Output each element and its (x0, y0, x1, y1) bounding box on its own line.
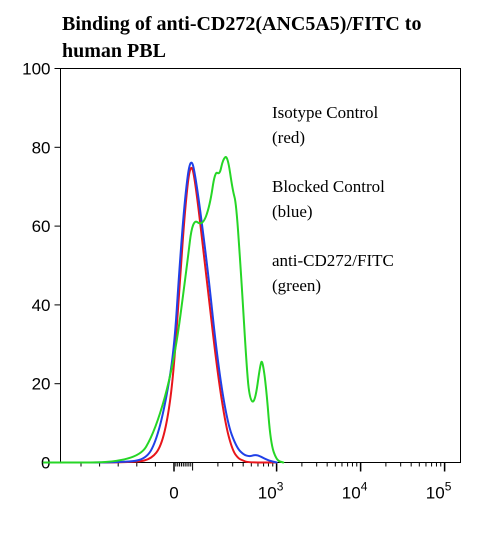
series-line-1 (42, 166, 278, 464)
y-tick-label: 80 (32, 138, 51, 157)
y-tick-label: 20 (32, 375, 51, 394)
legend: Isotype Control (red) Blocked Control (blue… (272, 103, 394, 295)
x-tick-label: 104 (342, 480, 368, 503)
x-axis: 0 103 104 105 (80, 462, 452, 503)
plot-frame (60, 68, 461, 463)
legend-entry-1-line-2: (red) (272, 128, 305, 147)
series-line-3 (42, 156, 285, 464)
legend-entry-2-line-2: (blue) (272, 202, 313, 221)
x-tick-label: 0 (169, 484, 178, 503)
chart-title-line-1: Binding of anti-CD272(ANC5A5)/FITC to (62, 13, 421, 35)
legend-entry-3-line-1: anti-CD272/FITC (272, 251, 394, 270)
chart-title-line-2: human PBL (62, 40, 166, 62)
series-line-2 (42, 161, 278, 464)
x-tick-label: 103 (258, 480, 284, 503)
legend-entry-2-line-1: Blocked Control (272, 177, 385, 196)
x-tick-label: 105 (426, 480, 452, 503)
y-tick-label: 100 (22, 60, 50, 79)
series-layer (42, 156, 285, 464)
y-tick-label: 60 (32, 217, 51, 236)
y-tick-label: 40 (32, 296, 51, 315)
legend-entry-1-line-1: Isotype Control (272, 103, 379, 122)
legend-entry-3-line-2: (green) (272, 276, 321, 295)
